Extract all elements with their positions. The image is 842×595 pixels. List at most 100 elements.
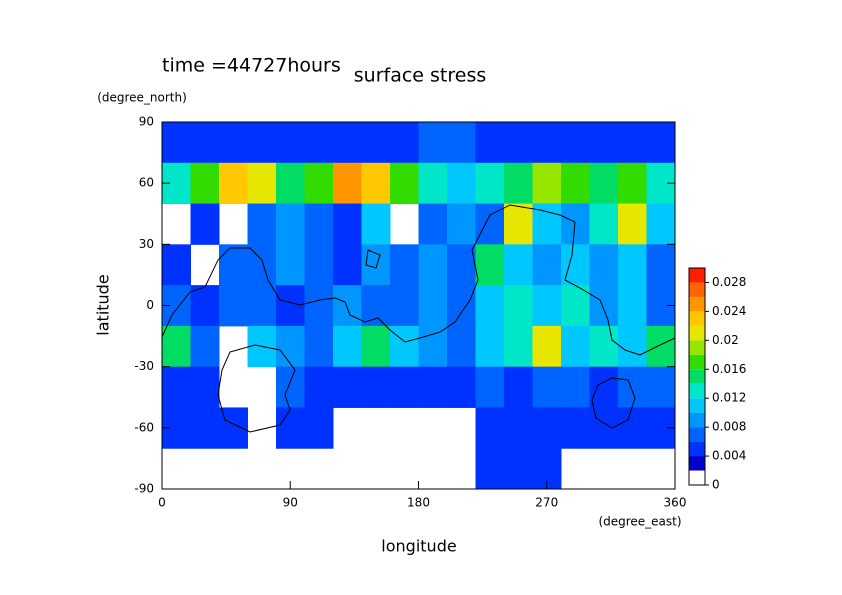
field-cell [504, 203, 533, 245]
colorbar-segment [689, 268, 705, 283]
field-cell [618, 325, 647, 368]
field-cell [333, 203, 362, 245]
field-cell [475, 407, 505, 449]
y-tick-label: -60 [134, 420, 154, 434]
field-cell [304, 203, 334, 245]
colorbar-segment [689, 325, 705, 341]
field-cell [333, 366, 362, 408]
field-cell [190, 285, 220, 327]
field-cell [276, 203, 305, 245]
field-cell [304, 162, 334, 205]
y-unit: (degree_north) [97, 91, 187, 105]
field-cell [561, 122, 590, 164]
field-cell [247, 203, 277, 245]
field-cell [646, 325, 676, 368]
field-cell [504, 122, 533, 164]
field-cell [219, 122, 248, 164]
field-cell [532, 285, 562, 327]
colorbar-segment [689, 296, 705, 312]
colorbar-segment [689, 282, 705, 297]
field-cell [618, 203, 647, 245]
colorbar-tick-label: 0.008 [712, 420, 746, 434]
field-cell [618, 285, 647, 327]
x-tick-label: 180 [407, 496, 430, 510]
field-cell [475, 325, 505, 368]
field-cell [162, 122, 191, 164]
field-cell [304, 285, 334, 327]
field-cell [219, 244, 248, 286]
colorbar-segment [689, 441, 705, 457]
field-cell [589, 162, 619, 205]
field-cell [190, 366, 220, 408]
field-cell [390, 325, 419, 368]
field-cell [646, 244, 676, 286]
field-cell [475, 162, 505, 205]
field-cell [646, 122, 676, 164]
field-cell [162, 366, 191, 408]
chart-subtitle: time =44727hours [162, 55, 341, 77]
field-cell [390, 244, 419, 286]
x-tick-label: 0 [158, 496, 166, 510]
field-cell [646, 366, 676, 408]
colorbar-tick-label: 0 [712, 478, 720, 492]
colorbar-segment [689, 427, 705, 442]
field-cell [333, 162, 362, 205]
field-cell [447, 122, 476, 164]
field-cell [589, 244, 619, 286]
field-cell [390, 122, 419, 164]
field-cell [589, 325, 619, 368]
field-cell [561, 162, 590, 205]
field-cell [219, 285, 248, 327]
field-cell [333, 325, 362, 368]
field-cell [475, 366, 505, 408]
field-cell [418, 325, 448, 368]
field-cell [162, 244, 191, 286]
colorbar-segment [689, 456, 705, 471]
y-tick-label: 0 [146, 298, 154, 312]
colorbar-tick-label: 0.028 [712, 275, 746, 289]
field-cell [418, 203, 448, 245]
field-cell [247, 285, 277, 327]
field-cell [646, 203, 676, 245]
field-cell [618, 122, 647, 164]
y-tick-label: -90 [134, 482, 154, 496]
field-cell [190, 325, 220, 368]
field-cell [361, 285, 391, 327]
x-axis-label: longitude [381, 537, 456, 556]
colorbar-tick-label: 0.024 [712, 304, 746, 318]
field-cell [447, 366, 476, 408]
field-cell [532, 325, 562, 368]
field-cell [447, 162, 476, 205]
colorbar-segment [689, 340, 705, 355]
field-cell [247, 122, 277, 164]
field-cell [561, 407, 590, 449]
y-tick-label: -30 [134, 359, 154, 373]
field-cell [618, 407, 647, 449]
field-cell [361, 122, 391, 164]
colorbar-segment [689, 311, 705, 326]
field-cell [304, 366, 334, 408]
field-cell [361, 203, 391, 245]
field-cell [418, 162, 448, 205]
colorbar-segment [689, 398, 705, 413]
coastline [161, 204, 676, 433]
chart-title: surface stress [354, 65, 487, 87]
field-cell [532, 244, 562, 286]
field-cell [532, 122, 562, 164]
field-cell [304, 407, 334, 449]
field-cell [276, 244, 305, 286]
field-cell [162, 325, 191, 368]
field-cell [561, 366, 590, 408]
field-cell [504, 366, 533, 408]
field-cell [333, 122, 362, 164]
field-cell [532, 162, 562, 205]
field-cell [276, 325, 305, 368]
field-cell [504, 162, 533, 205]
y-axis-label: latitude [94, 274, 113, 335]
field-cell [532, 407, 562, 449]
x-tick-label: 270 [535, 496, 558, 510]
colorbar-tick-label: 0.016 [712, 362, 746, 376]
y-tick-label: 30 [139, 237, 154, 251]
field-cell [618, 162, 647, 205]
